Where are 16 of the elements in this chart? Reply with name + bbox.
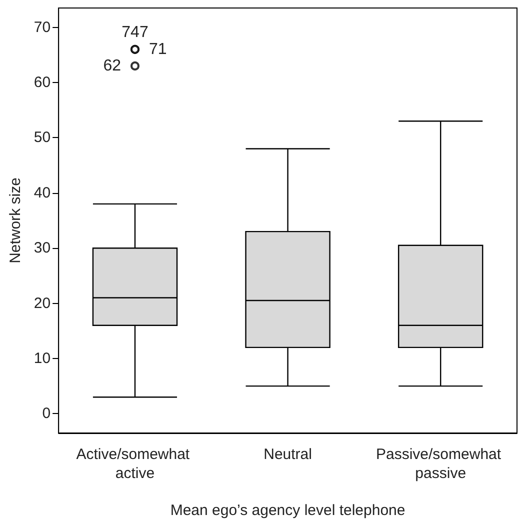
annotation: 62 [103, 57, 122, 74]
y-axis-title: Network size [7, 178, 24, 264]
y-tick-label: 50 [34, 129, 51, 146]
x-tick-label: Neutral [264, 446, 312, 463]
y-tick-label: 0 [42, 405, 51, 422]
x-tick-label: Active/somewhat active [76, 446, 194, 482]
y-tick-label: 20 [34, 294, 51, 312]
x-axis-title: Mean ego’s agency level telephone [170, 502, 406, 519]
x-tick-label: Passive/somewhat passive [376, 446, 506, 482]
y-tick-label: 40 [34, 184, 51, 202]
y-tick-label: 30 [34, 240, 51, 257]
y-tick-label: 10 [34, 350, 51, 367]
y-tick-label: 70 [34, 18, 51, 36]
y-tick-label: 60 [34, 74, 51, 92]
annotation: 747 [122, 24, 148, 41]
annotation: 71 [148, 40, 167, 58]
